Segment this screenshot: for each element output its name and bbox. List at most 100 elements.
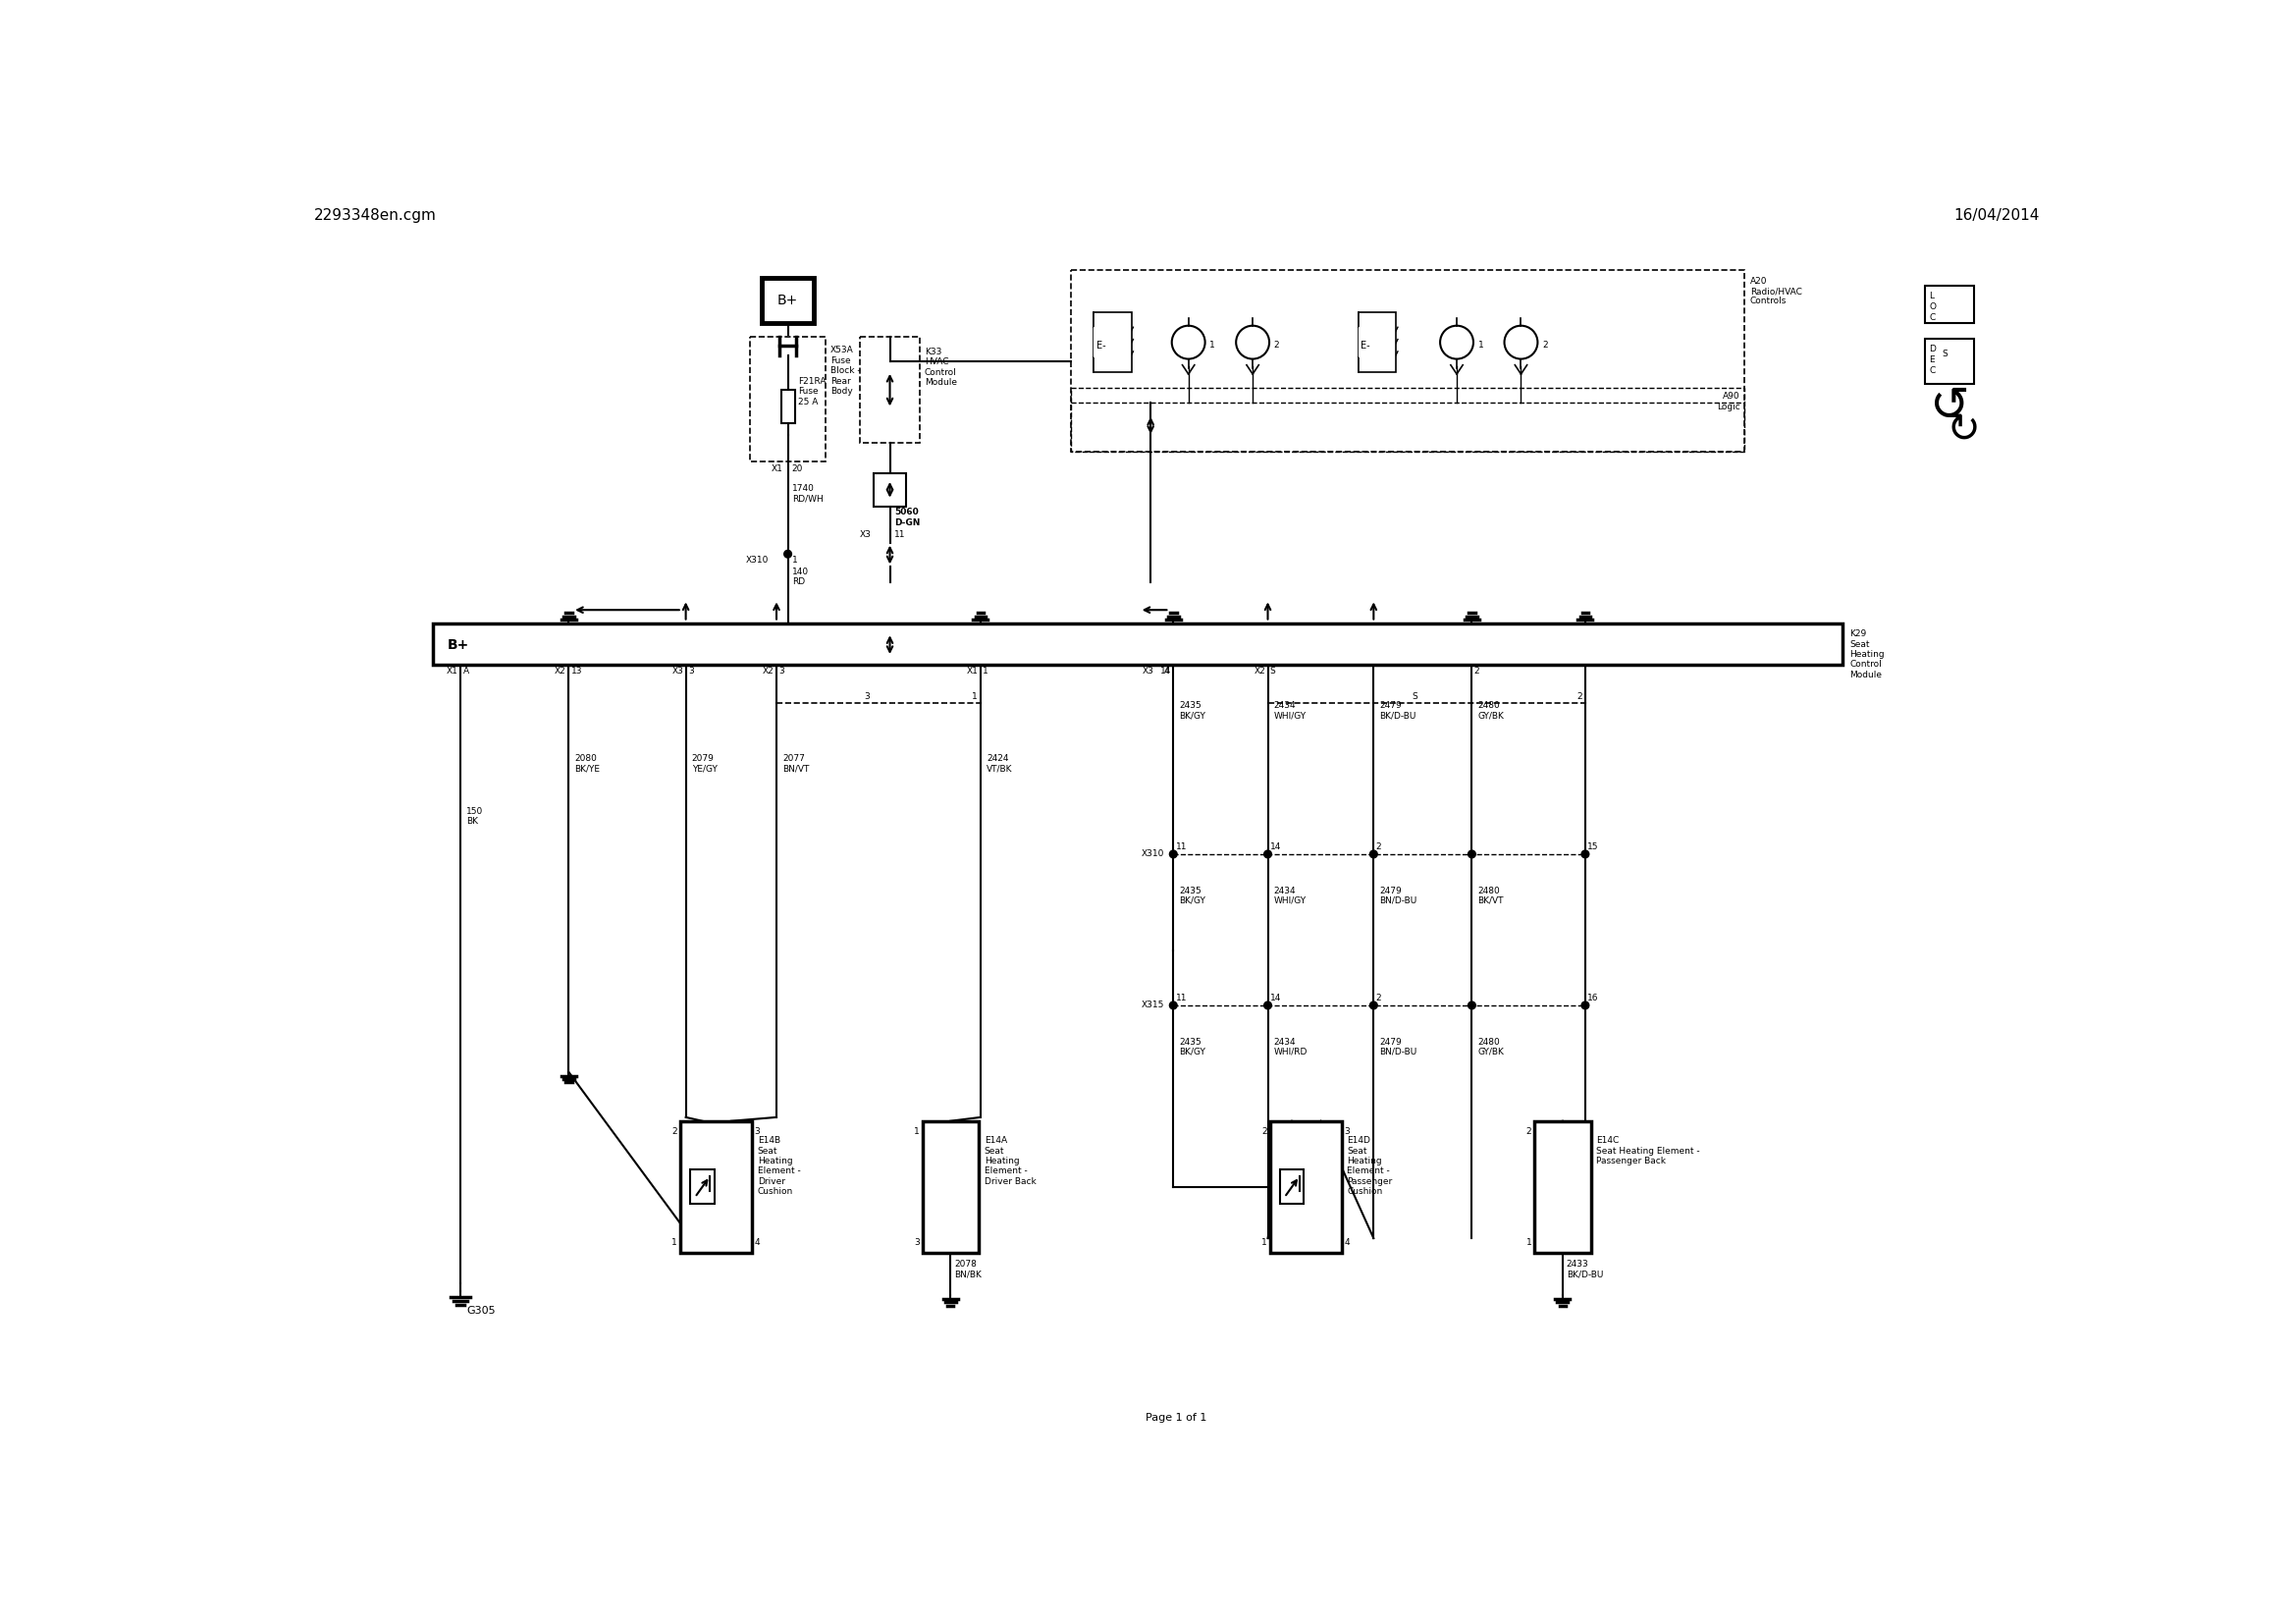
Text: S: S [1942,349,1947,359]
Text: 2480
GY/BK: 2480 GY/BK [1479,1038,1504,1057]
Text: E-: E- [1362,341,1371,351]
Text: E14B
Seat
Heating
Element -
Driver
Cushion: E14B Seat Heating Element - Driver Cushi… [758,1137,801,1195]
Text: 1: 1 [983,666,990,676]
Text: X2: X2 [762,666,774,676]
Text: 1: 1 [792,555,799,565]
Text: B+: B+ [448,638,468,651]
Text: S: S [1270,666,1277,676]
Text: 11: 11 [1176,843,1187,851]
Text: 16: 16 [1587,994,1598,1002]
Bar [691,1169,714,1203]
Bar [1534,1121,1591,1254]
Text: B+: B+ [778,294,799,307]
Text: 4: 4 [1343,1239,1350,1247]
Bar [1093,312,1132,372]
Text: 2077
BN/VT: 2077 BN/VT [783,754,810,773]
Text: 1: 1 [1261,1239,1267,1247]
Bar [1359,312,1396,372]
Text: 2: 2 [1375,994,1382,1002]
Bar [1926,338,1975,383]
Text: 140
RD: 140 RD [792,567,808,586]
Bar [432,624,1841,666]
Circle shape [1265,851,1272,857]
Text: 14: 14 [1270,843,1281,851]
Text: 1: 1 [1210,341,1215,349]
Text: C: C [1929,365,1936,375]
Circle shape [1582,1002,1589,1009]
Circle shape [1171,326,1205,359]
Text: E: E [1929,356,1936,364]
Text: A: A [464,666,468,676]
Text: X3: X3 [859,531,870,539]
Text: D: D [1929,344,1936,354]
Text: 2: 2 [673,1127,677,1135]
Text: 1: 1 [1479,341,1483,349]
Text: 3: 3 [1343,1127,1350,1135]
Text: S: S [1412,692,1419,700]
Text: 14: 14 [1159,666,1171,676]
Text: F21RA
Fuse
25 A: F21RA Fuse 25 A [799,377,827,406]
Text: O: O [1929,302,1936,312]
Text: 2479
BK/D-BU: 2479 BK/D-BU [1380,702,1417,719]
Text: X2: X2 [556,666,567,676]
Text: 4: 4 [1164,666,1169,676]
Text: 2078
BN/BK: 2078 BN/BK [955,1259,980,1278]
Text: 2479
BN/D-BU: 2479 BN/D-BU [1380,1038,1417,1057]
Text: 2293348en.cgm: 2293348en.cgm [315,208,436,222]
Circle shape [1440,326,1474,359]
Text: 2434
WHI/GY: 2434 WHI/GY [1274,887,1306,905]
Bar [1270,1121,1341,1254]
Text: E-: E- [1095,341,1107,351]
Text: 3: 3 [778,666,785,676]
Bar [923,1121,978,1254]
Text: 2433
BK/D-BU: 2433 BK/D-BU [1566,1259,1603,1278]
Text: A20
Radio/HVAC
Controls: A20 Radio/HVAC Controls [1750,276,1802,305]
Text: X1: X1 [967,666,978,676]
Text: 2480
BK/VT: 2480 BK/VT [1479,887,1504,905]
Bar [680,1121,753,1254]
Text: 1: 1 [914,1127,918,1135]
Text: 11: 11 [895,531,905,539]
Text: 2: 2 [1261,1127,1267,1135]
Text: 2435
BK/GY: 2435 BK/GY [1180,1038,1205,1057]
Circle shape [1467,851,1476,857]
Text: 2: 2 [1375,843,1382,851]
Text: 2480
GY/BK: 2480 GY/BK [1479,702,1504,719]
Text: 2079
YE/GY: 2079 YE/GY [691,754,716,773]
Bar [1072,271,1745,451]
Text: K29
Seat
Heating
Control
Module: K29 Seat Heating Control Module [1851,630,1885,679]
Text: ↺: ↺ [1931,383,1970,430]
Bar [1093,326,1102,357]
Bar [781,390,794,424]
Text: X315: X315 [1141,1000,1164,1010]
Bar [1279,1169,1304,1203]
Text: X310: X310 [1141,849,1164,859]
Text: X3: X3 [673,666,684,676]
Circle shape [1504,326,1538,359]
Circle shape [1235,326,1270,359]
Text: L: L [1929,292,1933,300]
Text: 3: 3 [689,666,693,676]
Text: 2479
BN/D-BU: 2479 BN/D-BU [1380,887,1417,905]
Bar [751,338,827,461]
Text: Page 1 of 1: Page 1 of 1 [1146,1413,1208,1423]
Text: 20: 20 [792,464,804,474]
Text: 11: 11 [1176,994,1187,1002]
Text: 14: 14 [1270,994,1281,1002]
Text: E14D
Seat
Heating
Element -
Passenger
Cushion: E14D Seat Heating Element - Passenger Cu… [1348,1137,1394,1195]
Bar [872,473,907,507]
Text: 15: 15 [1587,843,1598,851]
Text: 2080
BK/YE: 2080 BK/YE [574,754,599,773]
Text: 2434
WHI/GY: 2434 WHI/GY [1274,702,1306,719]
Circle shape [1169,851,1178,857]
Text: 3: 3 [755,1127,760,1135]
Text: E14C
Seat Heating Element -
Passenger Back: E14C Seat Heating Element - Passenger Ba… [1596,1137,1701,1166]
Text: 1: 1 [673,1239,677,1247]
Text: 2424
VT/BK: 2424 VT/BK [987,754,1013,773]
Text: X1: X1 [771,625,783,633]
Circle shape [1371,851,1378,857]
Circle shape [1467,1002,1476,1009]
Text: E14A
Seat
Heating
Element -
Driver Back: E14A Seat Heating Element - Driver Back [985,1137,1035,1186]
Text: ↻: ↻ [1947,409,1979,450]
Text: X3: X3 [1141,666,1153,676]
